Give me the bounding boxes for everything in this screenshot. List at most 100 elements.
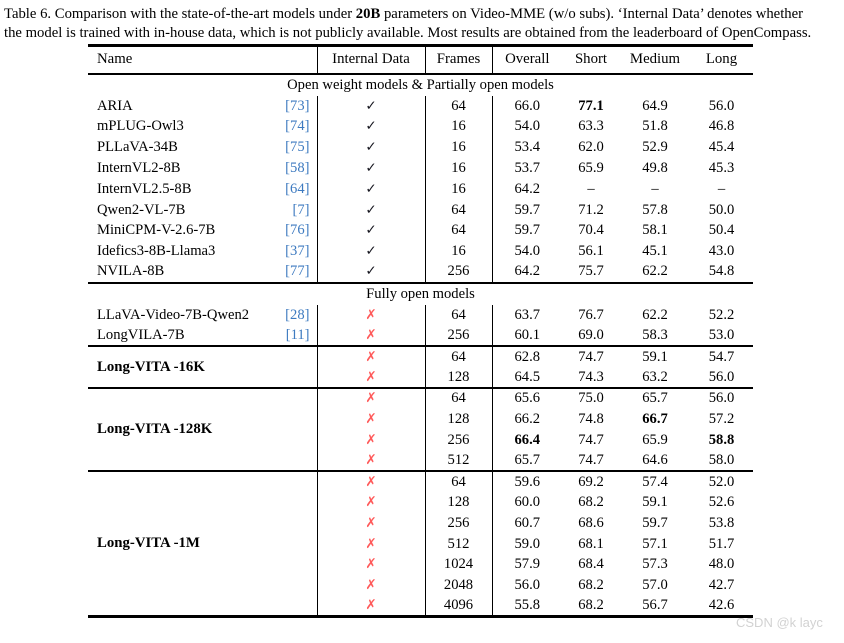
internal-data-cell: ✗ [317,470,426,492]
model-name-cell: LLaVA-Video-7B-Qwen2 [28] [88,304,318,326]
long-cell: 58.0 [708,451,735,468]
short-cell: 68.6 [578,514,604,531]
watermark: CSDN @k layc [736,615,823,630]
long-cell: 54.8 [708,263,735,280]
medium-cell: 49.8 [642,159,668,176]
long-cell: 53.0 [708,327,735,344]
model-name-cell: Long-VITA -1M [88,470,318,617]
internal-data-cell: ✓ [317,261,426,283]
header-name: Name [88,45,318,75]
cross-icon: ✗ [365,410,377,426]
table-row: MiniCPM-V-2.6-7B [76] ✓ 64 59.7 70.4 58.1 50.4 [88,220,753,242]
model-name-cell: MiniCPM-V-2.6-7B [76] [88,220,318,242]
citation-ref: [64] [285,180,310,197]
internal-data-cell: ✓ [317,241,426,262]
overall-cell: 57.9 [514,556,541,573]
long-cell: 43.0 [708,243,735,260]
short-cell: 68.1 [578,535,604,552]
overall-cell: 59.6 [492,470,562,492]
model-name: InternVL2.5-8B [97,180,192,197]
long-cell: 52.2 [708,306,735,323]
medium-cell: 58.1 [642,222,668,239]
caption-text: Table 6. Comparison with the state-of-th… [4,6,356,22]
model-name-cell: Long-VITA -16K [88,345,318,388]
check-icon: ✓ [365,201,377,217]
medium-cell: 57.8 [642,201,668,218]
medium-cell: 52.9 [642,139,668,156]
model-name-cell: PLLaVA-34B [75] [88,137,318,158]
overall-cell: 66.4 [514,431,541,448]
frames-cell: 256 [425,512,493,534]
long-cell: – [717,180,726,197]
cross-icon: ✗ [365,390,377,406]
long-cell: 45.3 [708,159,735,176]
long-cell: 50.0 [708,201,735,218]
frames-cell: 256 [425,261,493,283]
table-header-row: Name Internal Data Frames Overall Short … [88,45,753,75]
citation-ref: [73] [285,97,310,114]
frames-cell: 64 [425,345,493,368]
table-row: ✗ 128 66.2 74.8 66.7 57.2 [88,408,753,430]
table-row: ✗ 512 59.0 68.1 57.1 51.7 [88,533,753,555]
internal-data-cell: ✗ [317,595,426,617]
cross-icon: ✗ [365,493,377,509]
model-name: MiniCPM-V-2.6-7B [97,222,216,239]
internal-data-cell: ✗ [317,325,426,347]
cross-icon: ✗ [365,535,377,551]
short-cell: 63.3 [578,118,604,135]
frames-cell: 64 [425,95,493,117]
header-long: Long [690,45,753,75]
caption-bold-20b: 20B [355,6,381,22]
short-cell: 62.0 [578,139,604,156]
short-cell: 74.7 [562,345,620,368]
table-row: Idefics3-8B-Llama3 [37] ✓ 16 54.0 56.1 45.1 43.… [88,241,753,262]
model-name: Idefics3-8B-Llama3 [97,243,216,260]
internal-data-cell: ✗ [317,533,426,555]
internal-data-cell: ✗ [317,575,426,596]
long-cell: 56.0 [708,368,735,385]
medium-cell: 63.2 [642,368,668,385]
overall-cell: 60.0 [514,493,541,510]
medium-cell: 64.9 [642,97,668,114]
medium-cell: 58.3 [642,327,668,344]
internal-data-cell: ✗ [317,450,426,472]
short-cell: 65.9 [578,159,604,176]
table-row: ✗ 256 66.4 74.7 65.9 58.8 [88,429,753,451]
citation-ref: [37] [285,243,310,260]
cross-icon: ✗ [365,597,377,613]
short-cell: 74.7 [578,431,604,448]
model-name: LLaVA-Video-7B-Qwen2 [97,306,250,323]
medium-cell: 57.3 [642,556,668,573]
model-name: Qwen2-VL-7B [97,201,186,218]
medium-cell: 57.0 [642,577,668,594]
short-cell: 68.2 [578,597,604,614]
citation-ref: [28] [285,306,310,323]
overall-cell: 53.4 [514,139,541,156]
frames-cell: 64 [425,470,493,492]
model-name: LongVILA-7B [97,327,185,344]
short-cell: 77.1 [578,97,604,114]
internal-data-cell: ✗ [317,367,426,388]
table-row: Long-VITA -16K ✗ 64 62.8 74.7 59.1 54.7 [88,345,753,388]
long-cell: 52.6 [708,493,735,510]
frames-cell: 16 [425,116,493,138]
cross-icon: ✗ [365,473,377,489]
check-icon: ✓ [365,118,377,134]
table-row: Qwen2-VL-7B [7] ✓ 64 59.7 71.2 57.8 50.0 [88,199,753,221]
overall-cell: 60.7 [514,514,541,531]
table-row: ✗ 256 60.7 68.6 59.7 53.8 [88,512,753,534]
internal-data-cell: ✗ [317,429,426,451]
internal-data-cell: ✓ [317,178,426,200]
model-name-cell: InternVL2.5-8B [64] [88,178,318,200]
table-row: ✗ 2048 56.0 68.2 57.0 42.7 [88,575,753,596]
overall-cell: 63.7 [514,306,541,323]
cross-icon: ✗ [365,577,377,593]
short-cell: 74.8 [578,410,604,427]
medium-cell: – [651,180,659,197]
overall-cell: 66.2 [514,410,541,427]
internal-data-cell: ✗ [317,491,426,513]
frames-cell: 128 [425,367,493,388]
overall-cell: 64.2 [514,180,541,197]
section-label: Fully open models [88,281,753,305]
